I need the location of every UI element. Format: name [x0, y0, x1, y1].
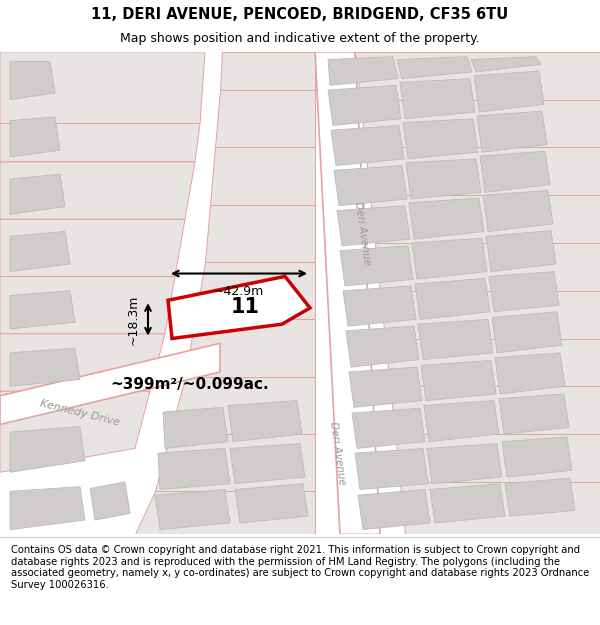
Polygon shape	[331, 126, 404, 166]
Polygon shape	[10, 487, 85, 529]
Polygon shape	[195, 262, 315, 319]
Polygon shape	[220, 52, 315, 90]
Polygon shape	[10, 231, 70, 272]
Polygon shape	[328, 86, 401, 126]
Polygon shape	[505, 478, 575, 516]
Polygon shape	[495, 353, 565, 394]
Polygon shape	[235, 484, 308, 523]
Polygon shape	[418, 319, 493, 359]
Polygon shape	[430, 484, 505, 523]
Polygon shape	[230, 444, 305, 484]
Polygon shape	[483, 191, 553, 231]
Polygon shape	[486, 231, 556, 272]
Polygon shape	[380, 291, 600, 339]
Polygon shape	[155, 489, 230, 529]
Text: 11, DERI AVENUE, PENCOED, BRIDGEND, CF35 6TU: 11, DERI AVENUE, PENCOED, BRIDGEND, CF35…	[91, 7, 509, 22]
Polygon shape	[337, 206, 410, 246]
Polygon shape	[499, 394, 569, 434]
Polygon shape	[135, 491, 315, 534]
Polygon shape	[340, 246, 413, 286]
Polygon shape	[355, 52, 600, 99]
Polygon shape	[168, 276, 310, 339]
Polygon shape	[424, 401, 499, 442]
Polygon shape	[10, 291, 75, 329]
Polygon shape	[400, 79, 475, 119]
Polygon shape	[158, 448, 230, 489]
Polygon shape	[0, 52, 205, 124]
Polygon shape	[477, 111, 547, 152]
Text: Deri Avenue: Deri Avenue	[328, 421, 346, 486]
Text: Map shows position and indicative extent of the property.: Map shows position and indicative extent…	[120, 32, 480, 46]
Polygon shape	[10, 61, 55, 99]
Polygon shape	[352, 408, 425, 448]
Polygon shape	[406, 159, 481, 199]
Polygon shape	[155, 434, 315, 491]
Polygon shape	[395, 434, 600, 482]
Polygon shape	[480, 151, 550, 192]
Text: Contains OS data © Crown copyright and database right 2021. This information is : Contains OS data © Crown copyright and d…	[11, 545, 589, 590]
Polygon shape	[370, 195, 600, 243]
Polygon shape	[90, 482, 130, 520]
Polygon shape	[502, 437, 572, 477]
Text: 11: 11	[230, 297, 260, 317]
Polygon shape	[474, 71, 544, 112]
Polygon shape	[412, 238, 487, 279]
Polygon shape	[415, 278, 490, 319]
Polygon shape	[0, 124, 200, 162]
Text: ~42.9m: ~42.9m	[214, 285, 264, 298]
Polygon shape	[365, 148, 600, 195]
Polygon shape	[215, 90, 315, 148]
Polygon shape	[0, 334, 165, 391]
Polygon shape	[0, 162, 195, 219]
Polygon shape	[0, 391, 150, 472]
Polygon shape	[346, 326, 419, 367]
Polygon shape	[0, 343, 220, 424]
Text: Deri Avenue: Deri Avenue	[353, 201, 371, 266]
Polygon shape	[10, 348, 80, 386]
Polygon shape	[409, 198, 484, 239]
Polygon shape	[471, 57, 541, 72]
Polygon shape	[397, 57, 472, 79]
Polygon shape	[10, 117, 60, 157]
Polygon shape	[185, 319, 315, 377]
Polygon shape	[375, 243, 600, 291]
Polygon shape	[315, 52, 380, 534]
Polygon shape	[489, 272, 559, 312]
Polygon shape	[170, 377, 315, 434]
Polygon shape	[334, 166, 407, 206]
Polygon shape	[421, 361, 496, 401]
Polygon shape	[400, 482, 600, 534]
Polygon shape	[10, 426, 85, 472]
Polygon shape	[210, 148, 315, 205]
Polygon shape	[328, 57, 398, 86]
Polygon shape	[0, 219, 185, 276]
Text: Kennedy Drive: Kennedy Drive	[39, 398, 121, 428]
Text: ~18.3m: ~18.3m	[127, 294, 140, 344]
Polygon shape	[0, 276, 175, 334]
Polygon shape	[163, 408, 228, 448]
Polygon shape	[492, 312, 562, 353]
Polygon shape	[358, 489, 430, 529]
Polygon shape	[10, 174, 65, 214]
Polygon shape	[205, 205, 315, 262]
Polygon shape	[427, 444, 502, 484]
Polygon shape	[228, 401, 302, 442]
Polygon shape	[355, 448, 428, 489]
Polygon shape	[343, 286, 416, 326]
Polygon shape	[360, 99, 600, 148]
Text: ~399m²/~0.099ac.: ~399m²/~0.099ac.	[110, 377, 269, 392]
Polygon shape	[349, 367, 422, 408]
Polygon shape	[390, 386, 600, 434]
Polygon shape	[385, 339, 600, 386]
Polygon shape	[403, 119, 478, 159]
